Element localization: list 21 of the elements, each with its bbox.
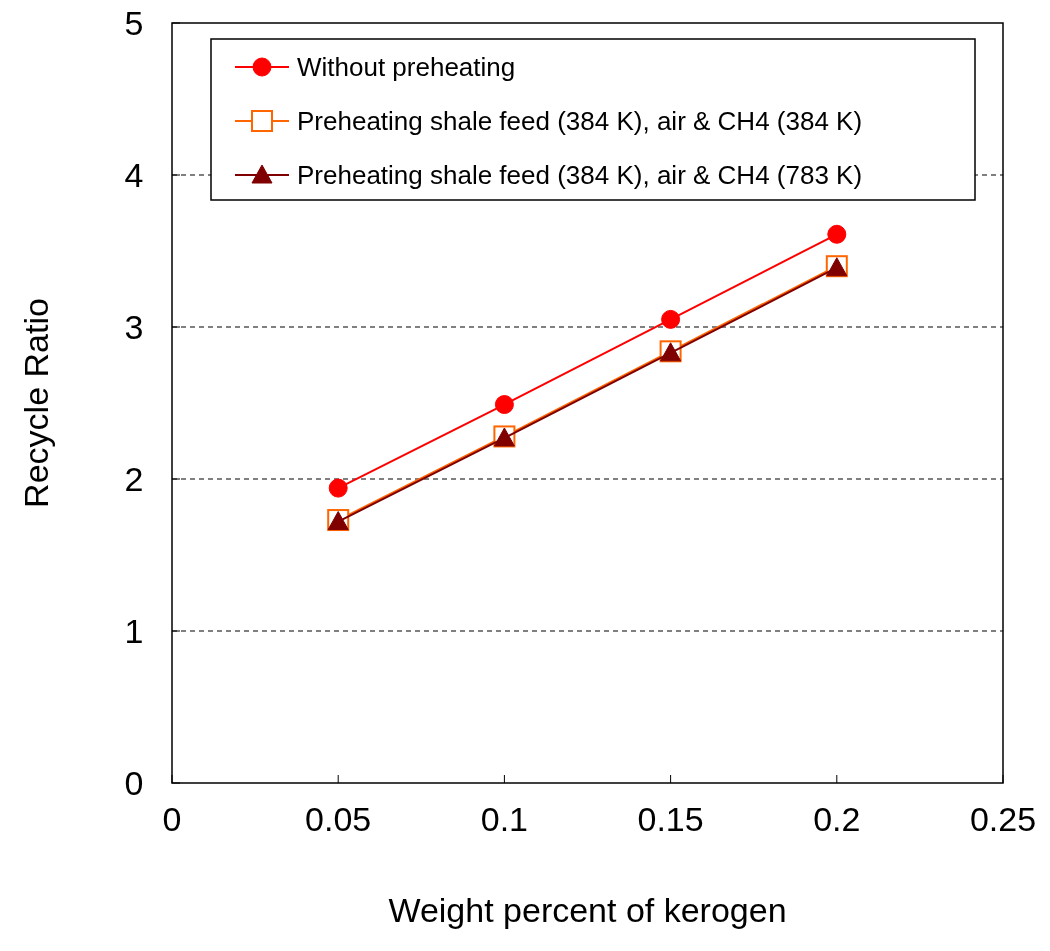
- point: [328, 478, 348, 498]
- x-tick-label: 0: [162, 800, 182, 838]
- x-tick-label: 0.1: [480, 800, 529, 838]
- x-tick-label: 0.05: [305, 800, 372, 838]
- x-tick-label: 0.25: [969, 800, 1037, 838]
- x-tick-label: 0.15: [637, 800, 704, 838]
- legend-label: Preheating shale feed (384 K), air & CH4 (783 K): [297, 160, 863, 190]
- legend-label: Preheating shale feed (384 K), air & CH4 (384 K): [297, 106, 863, 136]
- y-tick-label: 0: [124, 764, 144, 802]
- point: [661, 309, 681, 329]
- x-axis-title: Weight percent of kerogen: [388, 891, 787, 929]
- y-tick-label: 2: [124, 460, 144, 498]
- y-tick-label: 3: [124, 308, 144, 346]
- point: [494, 395, 514, 415]
- x-tick-label: 0.2: [813, 800, 861, 838]
- y-tick-label: 1: [124, 612, 144, 650]
- legend-label: Without preheating: [297, 52, 516, 82]
- y-tick-label: 4: [124, 156, 144, 194]
- y-axis-title: Recycle Ratio: [17, 298, 55, 508]
- point: [827, 224, 847, 244]
- y-tick-label: 5: [124, 4, 144, 42]
